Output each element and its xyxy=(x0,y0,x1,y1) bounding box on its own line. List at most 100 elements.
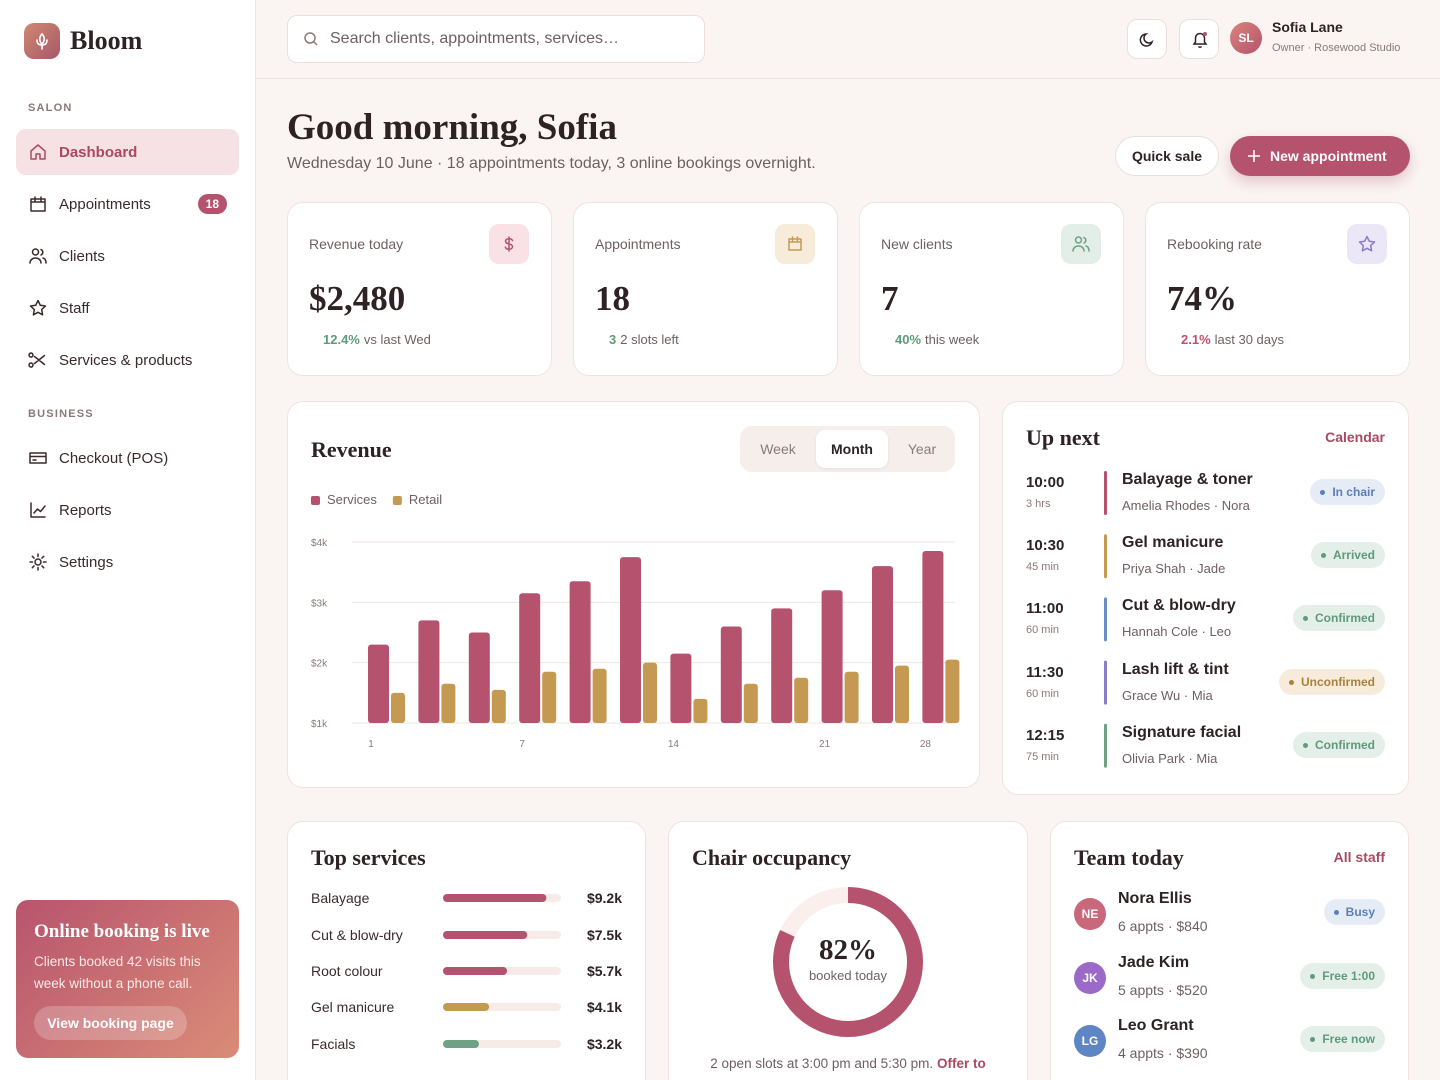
icon-path xyxy=(29,248,47,264)
tab[interactable]: Month xyxy=(816,430,888,468)
kpi-icon xyxy=(1347,224,1387,264)
search-icon xyxy=(304,32,318,46)
kpi-value: 18 xyxy=(595,279,630,318)
kpi-note: this week xyxy=(925,332,980,347)
appt-service: Lash lift & tint xyxy=(1122,660,1229,678)
nav-item[interactable]: Staff xyxy=(16,285,239,331)
nav-label: Settings xyxy=(59,553,114,571)
icon xyxy=(1072,236,1090,252)
status-pill: Confirmed xyxy=(1293,605,1385,632)
status-pill: Unconfirmed xyxy=(1278,668,1385,695)
status-dot xyxy=(1320,490,1326,495)
appt-time: 11:30 xyxy=(1026,663,1064,681)
icon xyxy=(29,299,47,316)
theme-button[interactable] xyxy=(1127,19,1167,59)
quick-sale-button[interactable]: Quick sale xyxy=(1115,136,1219,176)
appt-service: Gel manicure xyxy=(1122,534,1224,552)
status-pill: Arrived xyxy=(1310,542,1385,569)
appt-people: Priya Shah · Jade xyxy=(1122,561,1226,577)
status-dot xyxy=(1288,679,1294,685)
service-value: $3.2k xyxy=(586,1036,622,1052)
status-pill: Confirmed xyxy=(1293,731,1385,758)
search-box[interactable]: Search clients, appointments, services… xyxy=(287,15,705,63)
icon xyxy=(29,452,47,464)
status-pill: Free 1:00 xyxy=(1300,962,1385,989)
logo-icon xyxy=(24,23,60,59)
kpi-delta: 12.4% xyxy=(323,332,360,347)
icon xyxy=(29,553,47,571)
nav-label: Services & products xyxy=(59,351,193,369)
kpi-label: Appointments xyxy=(595,236,681,252)
icon xyxy=(30,144,46,160)
kpi-label: Revenue today xyxy=(309,236,404,252)
occupancy-caption: booked today xyxy=(808,968,888,983)
icon-path xyxy=(30,502,46,518)
appt-service: Balayage & toner xyxy=(1122,471,1253,488)
team-title: Team today xyxy=(1074,845,1184,870)
icon-path xyxy=(28,352,46,368)
up-next-title: Up next xyxy=(1026,425,1100,450)
legend-label: Retail xyxy=(408,492,443,507)
nav-label: Checkout (POS) xyxy=(59,449,169,467)
occupancy-note: 2 open slots at 3:00 pm and 5:30 pm. Off… xyxy=(668,1052,1028,1076)
legend-label: Services xyxy=(327,492,377,507)
appt-duration: 3 hrs xyxy=(1026,498,1051,510)
kpi-delta: 3 xyxy=(609,332,617,347)
logo-glyph xyxy=(36,32,48,50)
promo-button[interactable]: View booking page xyxy=(34,1006,187,1040)
user-name: Sofia Lane xyxy=(1272,19,1343,35)
member-avatar: NE xyxy=(1074,898,1106,930)
up-next-link[interactable]: Calendar xyxy=(1325,429,1385,445)
nav-item[interactable]: Reports xyxy=(16,487,239,533)
occupancy-note-link[interactable]: Offer to xyxy=(936,1056,986,1071)
service-name: Root colour xyxy=(311,963,383,979)
tab[interactable]: Year xyxy=(907,441,937,457)
nav-item[interactable]: Checkout (POS) xyxy=(16,435,239,481)
promo-title: Online booking is live xyxy=(34,921,210,942)
appt-duration: 60 min xyxy=(1026,624,1060,637)
notifications-button[interactable] xyxy=(1179,19,1219,59)
icon xyxy=(1358,235,1376,252)
service-name: Cut & blow-dry xyxy=(311,927,403,943)
appt-time: 10:00 xyxy=(1026,474,1065,491)
promo-card: Online booking is live Clients booked 42… xyxy=(16,900,239,1058)
appt-time: 12:15 xyxy=(1026,726,1065,744)
icon-path xyxy=(29,553,47,571)
team-link[interactable]: All staff xyxy=(1333,849,1385,865)
nav-item[interactable]: Appointments 18 xyxy=(16,181,239,227)
status-dot xyxy=(1333,910,1339,915)
appt-people: Hannah Cole · Leo xyxy=(1122,624,1232,640)
appt-duration: 45 min xyxy=(1026,561,1060,574)
icon-path xyxy=(1072,236,1090,252)
icon-path xyxy=(1358,235,1376,252)
nav-label: Reports xyxy=(59,501,112,519)
kpi-note: last 30 days xyxy=(1214,332,1285,347)
icon-path xyxy=(504,236,514,252)
appt-duration: 60 min xyxy=(1026,687,1060,700)
plus-icon xyxy=(1248,150,1260,162)
appt-people: Amelia Rhodes · Nora xyxy=(1122,498,1250,513)
nav-label: Staff xyxy=(59,299,90,317)
status-dot xyxy=(1310,973,1316,979)
nav-item[interactable]: Clients xyxy=(16,233,239,279)
kpi-value: 74% xyxy=(1167,279,1237,318)
greeting-title: Good morning, Sofia xyxy=(287,107,617,148)
appt-time: 11:00 xyxy=(1026,600,1064,618)
tab[interactable]: Week xyxy=(760,441,796,457)
status-dot xyxy=(1310,1037,1316,1042)
nav-section-title: BUSINESS xyxy=(28,408,94,420)
status-pill: Free now xyxy=(1300,1026,1385,1052)
nav-item[interactable]: Dashboard xyxy=(16,129,239,175)
appt-people: Grace Wu · Mia xyxy=(1122,687,1213,703)
kpi-note: 2 slots left xyxy=(620,332,679,347)
icon-path xyxy=(788,236,802,251)
new-appointment-button[interactable]: New appointment xyxy=(1230,136,1410,176)
member-meta: 4 appts · $390 xyxy=(1118,1045,1208,1061)
bell-icon xyxy=(1192,32,1208,49)
occupancy-note-text: 2 open slots at 3:00 pm and 5:30 pm. xyxy=(710,1056,934,1071)
user-avatar[interactable]: SL xyxy=(1230,22,1262,54)
nav-item[interactable]: Settings xyxy=(16,539,239,585)
service-value: $9.2k xyxy=(586,890,622,906)
nav-item[interactable]: Services & products xyxy=(16,337,239,383)
